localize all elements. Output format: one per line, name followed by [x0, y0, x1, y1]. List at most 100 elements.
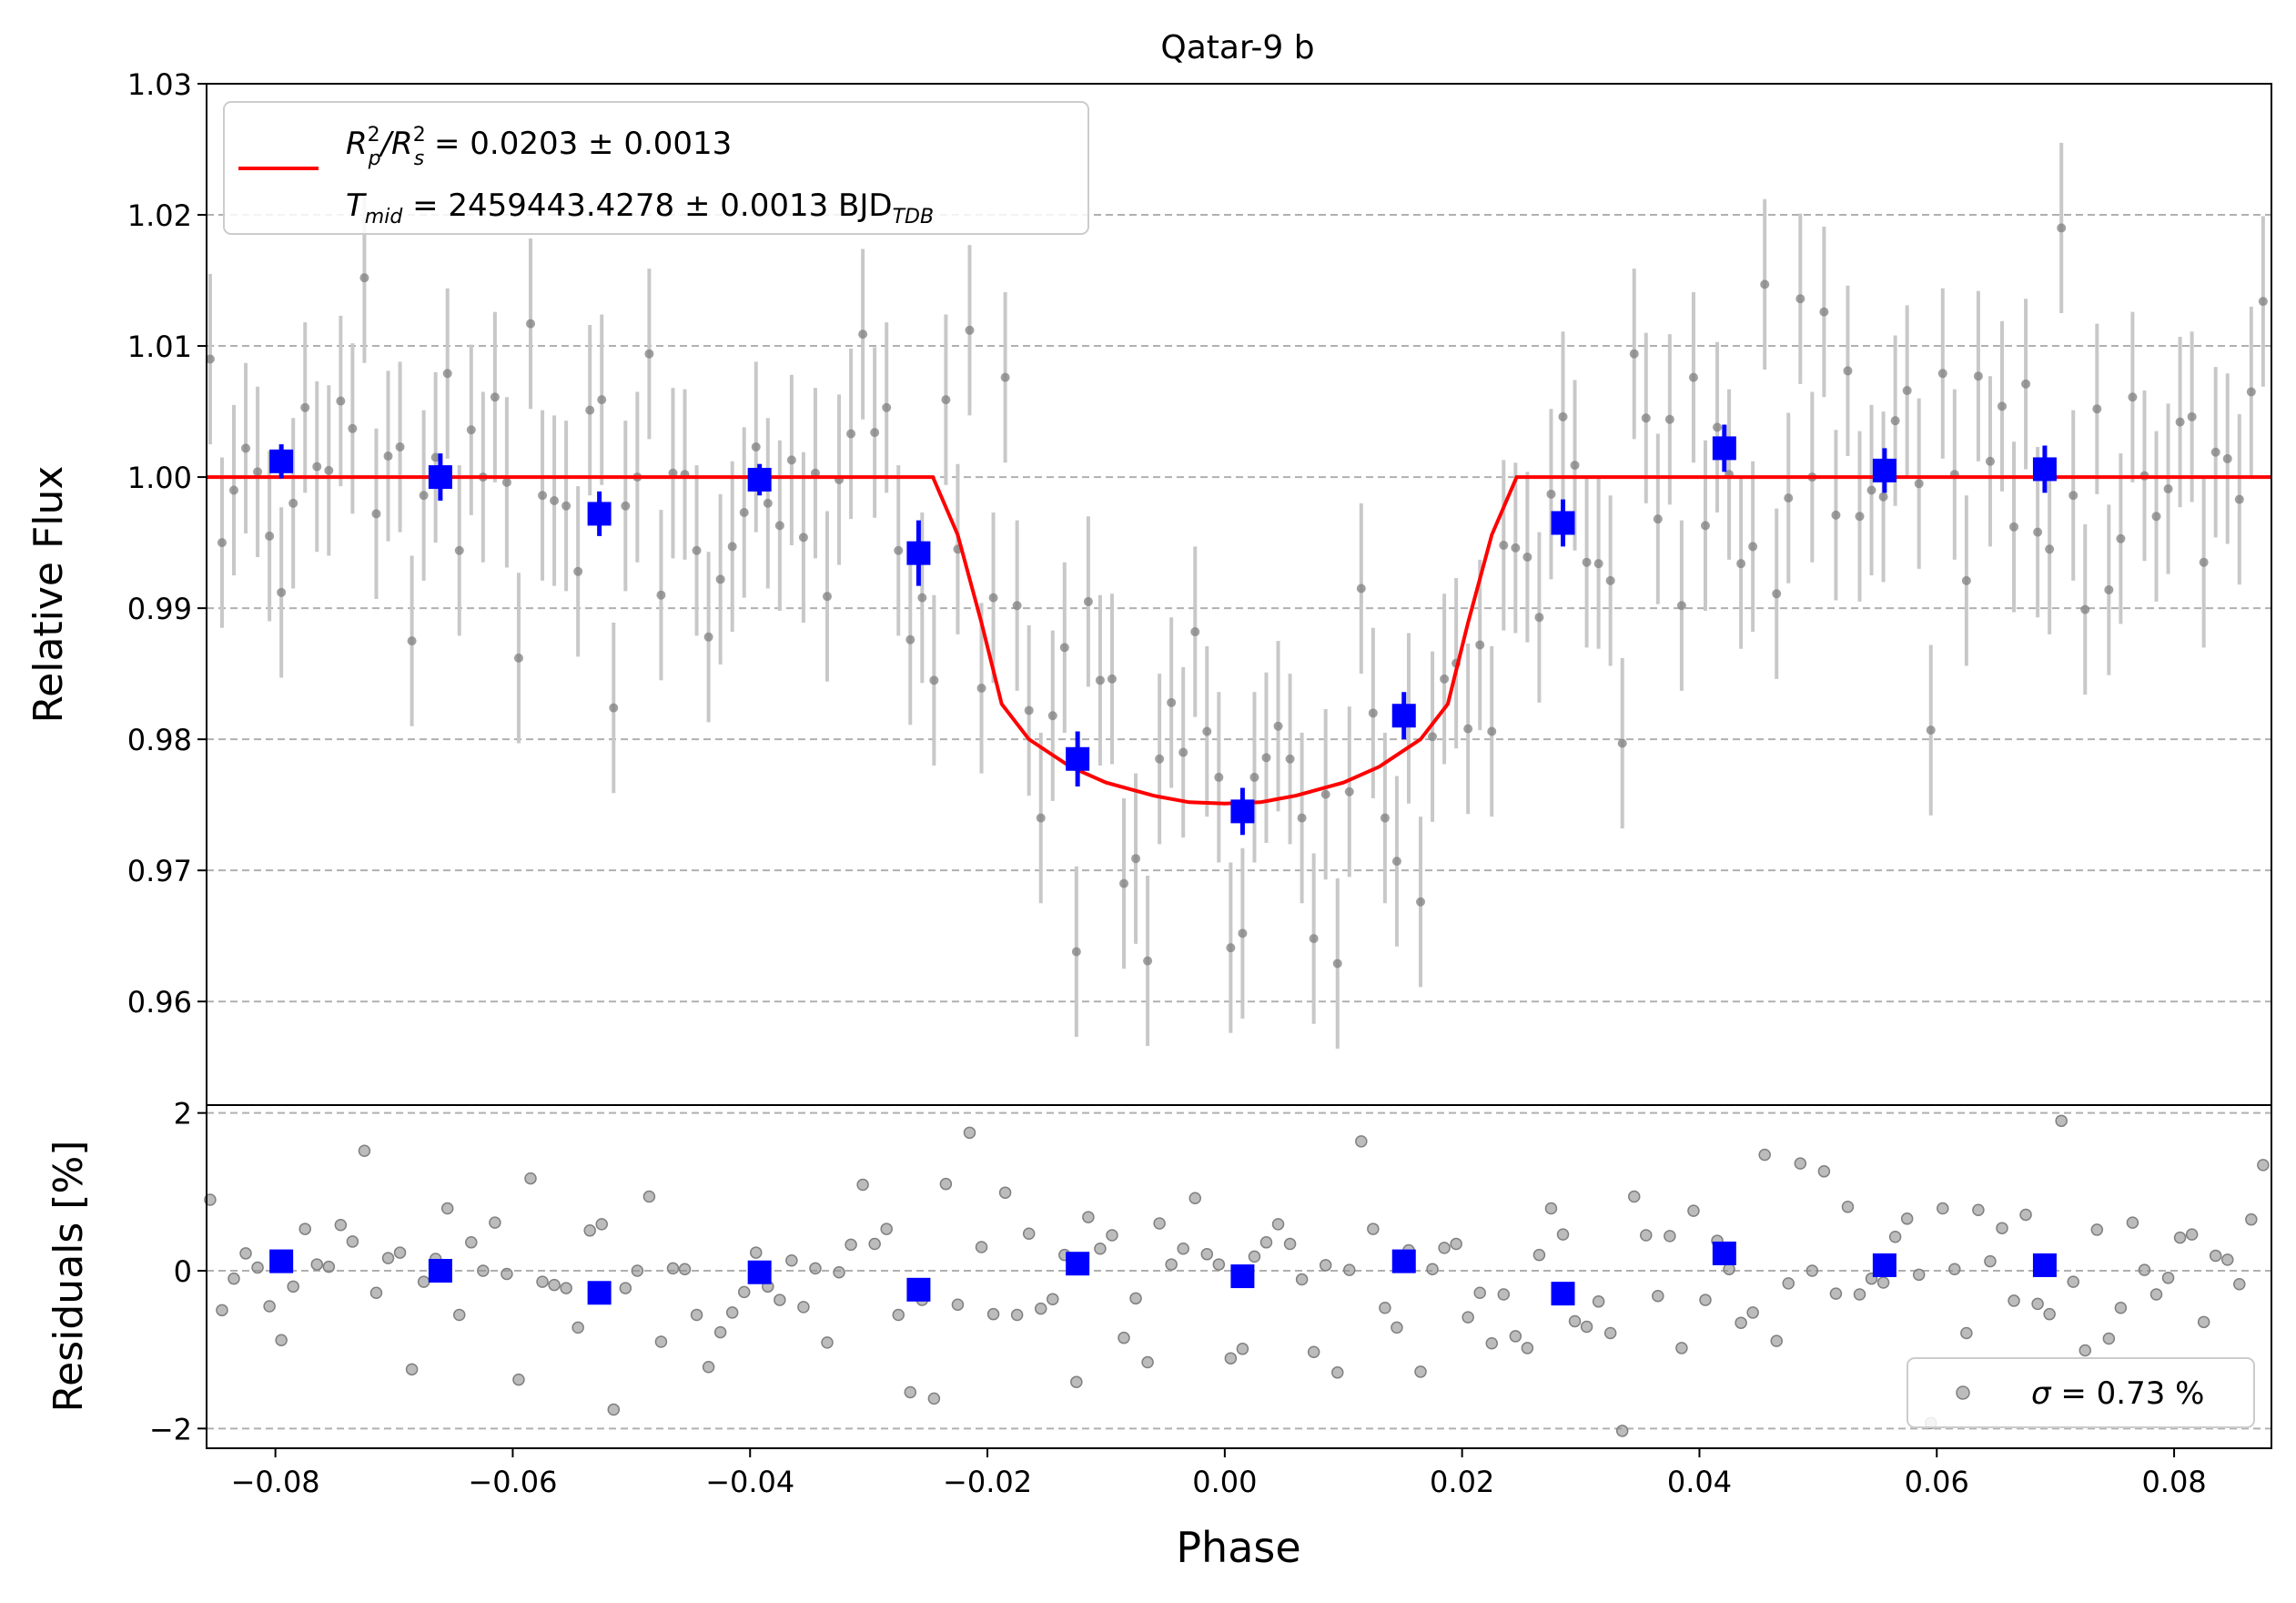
flux-y-ticks: 0.96 0.97 0.98 0.99 1.00 1.01 1.02 1.03 [127, 67, 207, 1020]
flux-raw-point [2116, 533, 2126, 543]
flux-y-tick-label: 1.03 [127, 67, 192, 102]
residual-raw-point [334, 1218, 348, 1232]
flux-raw-point [1937, 369, 1947, 379]
residual-raw-point [346, 1235, 359, 1248]
residual-raw-point [845, 1238, 857, 1252]
flux-raw-point [1368, 708, 1378, 718]
residual-raw-point [904, 1385, 917, 1399]
residual-raw-point [1212, 1258, 1226, 1271]
residual-raw-point [666, 1262, 680, 1275]
flux-raw-point [823, 592, 833, 602]
residual-raw-point [2197, 1315, 2210, 1329]
residual-binned-point [428, 1259, 452, 1283]
flux-raw-point [1391, 857, 1401, 867]
flux-raw-point [1534, 613, 1544, 623]
residual-raw-point [536, 1275, 549, 1288]
flux-raw-point [1261, 753, 1271, 763]
residual-raw-point [1473, 1286, 1486, 1300]
residual-raw-point [1141, 1355, 1154, 1369]
residual-raw-point [725, 1306, 739, 1319]
residual-raw-point [216, 1304, 228, 1317]
flux-raw-point [288, 498, 298, 508]
flux-raw-point [1332, 959, 1342, 969]
residual-raw-point [263, 1300, 276, 1313]
flux-raw-point [1641, 413, 1651, 423]
residual-raw-point [1010, 1308, 1024, 1322]
residual-raw-point [809, 1262, 822, 1275]
residual-raw-point [298, 1223, 311, 1235]
residual-raw-point [690, 1308, 703, 1322]
residual-raw-point [2257, 1159, 2270, 1172]
residual-raw-point [2221, 1253, 2234, 1266]
flux-binned-point [1712, 436, 1736, 461]
residual-raw-point [2043, 1307, 2056, 1321]
residual-raw-point [1652, 1289, 1664, 1303]
flux-raw-point [1570, 461, 1580, 471]
residual-raw-point [251, 1261, 264, 1274]
residual-binned-point [1551, 1282, 1575, 1306]
flux-raw-point [656, 590, 666, 600]
flux-raw-point [1226, 943, 1236, 953]
flux-raw-point [1167, 697, 1177, 707]
flux-raw-point [1273, 721, 1283, 731]
residual-raw-point [489, 1216, 501, 1229]
flux-raw-point [846, 429, 856, 439]
flux-raw-point [1997, 401, 2007, 411]
flux-raw-point [2057, 223, 2067, 233]
flux-raw-point [2210, 447, 2220, 457]
residual-raw-point [833, 1265, 845, 1279]
residual-raw-point [440, 1202, 454, 1215]
flux-raw-point [763, 498, 773, 508]
residual-raw-point [939, 1177, 953, 1191]
flux-raw-point [1071, 947, 1081, 957]
residual-raw-point [1165, 1258, 1178, 1271]
residual-raw-point [737, 1285, 751, 1299]
flux-raw-point [2033, 527, 2043, 537]
flux-raw-point [1095, 675, 1105, 685]
flux-raw-point [2104, 584, 2114, 594]
residual-raw-point [868, 1237, 881, 1251]
residual-raw-point [2149, 1288, 2163, 1301]
flux-raw-point [882, 402, 892, 412]
residual-raw-point [619, 1282, 632, 1294]
residual-raw-point [1853, 1288, 1866, 1301]
residual-raw-point [963, 1126, 976, 1140]
residual-raw-point [1841, 1201, 1855, 1213]
flux-binned-points [269, 424, 2057, 836]
flux-raw-point [1866, 485, 1876, 495]
flux-raw-point [2080, 604, 2090, 614]
flux-y-tick-label: 1.02 [127, 198, 192, 233]
flux-binned-point [428, 465, 452, 490]
residual-raw-point [702, 1360, 715, 1374]
residual-raw-point [393, 1246, 407, 1259]
flux-y-tick-label: 0.96 [127, 985, 192, 1020]
residual-raw-point [1984, 1254, 1997, 1268]
flux-raw-point [359, 273, 369, 283]
residual-binned-point [1872, 1253, 1896, 1277]
flux-raw-point [1131, 854, 1141, 864]
legend-residual-marker [1956, 1385, 1970, 1400]
flux-panel: Qatar-9 b 0.96 0.97 0.98 0.99 1.00 1.01 1.02 1.… [25, 29, 2272, 1106]
flux-raw-point [1748, 542, 1758, 552]
residual-raw-point [1876, 1276, 1890, 1289]
flux-y-tick-label: 0.99 [127, 592, 192, 626]
residual-raw-point [1330, 1366, 1344, 1379]
residual-raw-point [654, 1335, 668, 1348]
residual-raw-point [1462, 1311, 1474, 1324]
residual-raw-point [1129, 1292, 1142, 1305]
residual-raw-point [524, 1172, 537, 1185]
residual-raw-point [2008, 1294, 2020, 1307]
residual-raw-point [275, 1334, 288, 1347]
residual-raw-point [2102, 1332, 2116, 1345]
residual-raw-point [1319, 1259, 1332, 1272]
residual-raw-point [1094, 1242, 1107, 1255]
flux-raw-point [1772, 589, 1782, 599]
residual-binned-point [906, 1277, 931, 1302]
flux-raw-point [348, 423, 358, 433]
residual-raw-point [1118, 1331, 1130, 1344]
residual-raw-point [1200, 1248, 1214, 1261]
flux-raw-point [383, 451, 393, 462]
flux-raw-point [1890, 416, 1900, 426]
residual-raw-point [1485, 1336, 1499, 1350]
flux-raw-point [1119, 878, 1129, 888]
